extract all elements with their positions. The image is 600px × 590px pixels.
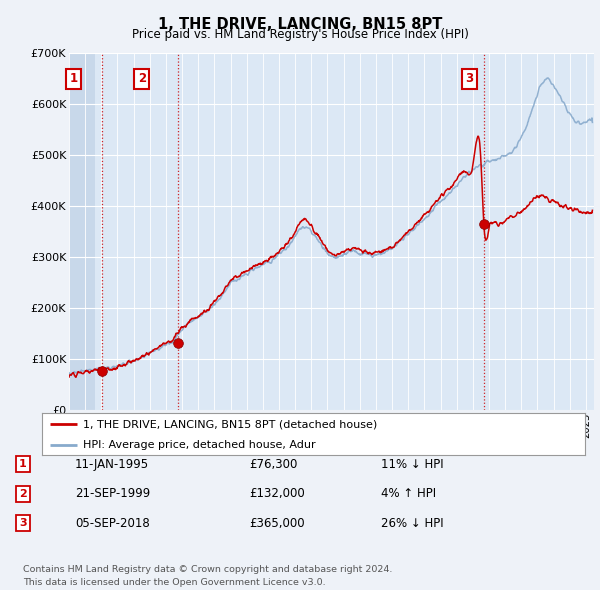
Text: 21-SEP-1999: 21-SEP-1999 xyxy=(75,487,150,500)
Text: 1: 1 xyxy=(19,460,26,469)
Text: Price paid vs. HM Land Registry's House Price Index (HPI): Price paid vs. HM Land Registry's House … xyxy=(131,28,469,41)
Text: £76,300: £76,300 xyxy=(249,458,298,471)
Text: 05-SEP-2018: 05-SEP-2018 xyxy=(75,517,150,530)
Text: 1, THE DRIVE, LANCING, BN15 8PT: 1, THE DRIVE, LANCING, BN15 8PT xyxy=(158,17,442,31)
Bar xyxy=(69,53,95,410)
Text: 3: 3 xyxy=(466,72,473,85)
Text: 1, THE DRIVE, LANCING, BN15 8PT (detached house): 1, THE DRIVE, LANCING, BN15 8PT (detache… xyxy=(83,419,377,430)
Text: Contains HM Land Registry data © Crown copyright and database right 2024.
This d: Contains HM Land Registry data © Crown c… xyxy=(23,565,392,587)
Text: 11% ↓ HPI: 11% ↓ HPI xyxy=(381,458,443,471)
Text: £365,000: £365,000 xyxy=(249,517,305,530)
Text: 4% ↑ HPI: 4% ↑ HPI xyxy=(381,487,436,500)
Text: 2: 2 xyxy=(137,72,146,85)
Text: 1: 1 xyxy=(70,72,78,85)
Text: 3: 3 xyxy=(19,519,26,528)
Text: 2: 2 xyxy=(19,489,26,499)
Text: £132,000: £132,000 xyxy=(249,487,305,500)
Text: 26% ↓ HPI: 26% ↓ HPI xyxy=(381,517,443,530)
Text: HPI: Average price, detached house, Adur: HPI: Average price, detached house, Adur xyxy=(83,440,316,450)
Text: 11-JAN-1995: 11-JAN-1995 xyxy=(75,458,149,471)
Bar xyxy=(95,53,594,410)
